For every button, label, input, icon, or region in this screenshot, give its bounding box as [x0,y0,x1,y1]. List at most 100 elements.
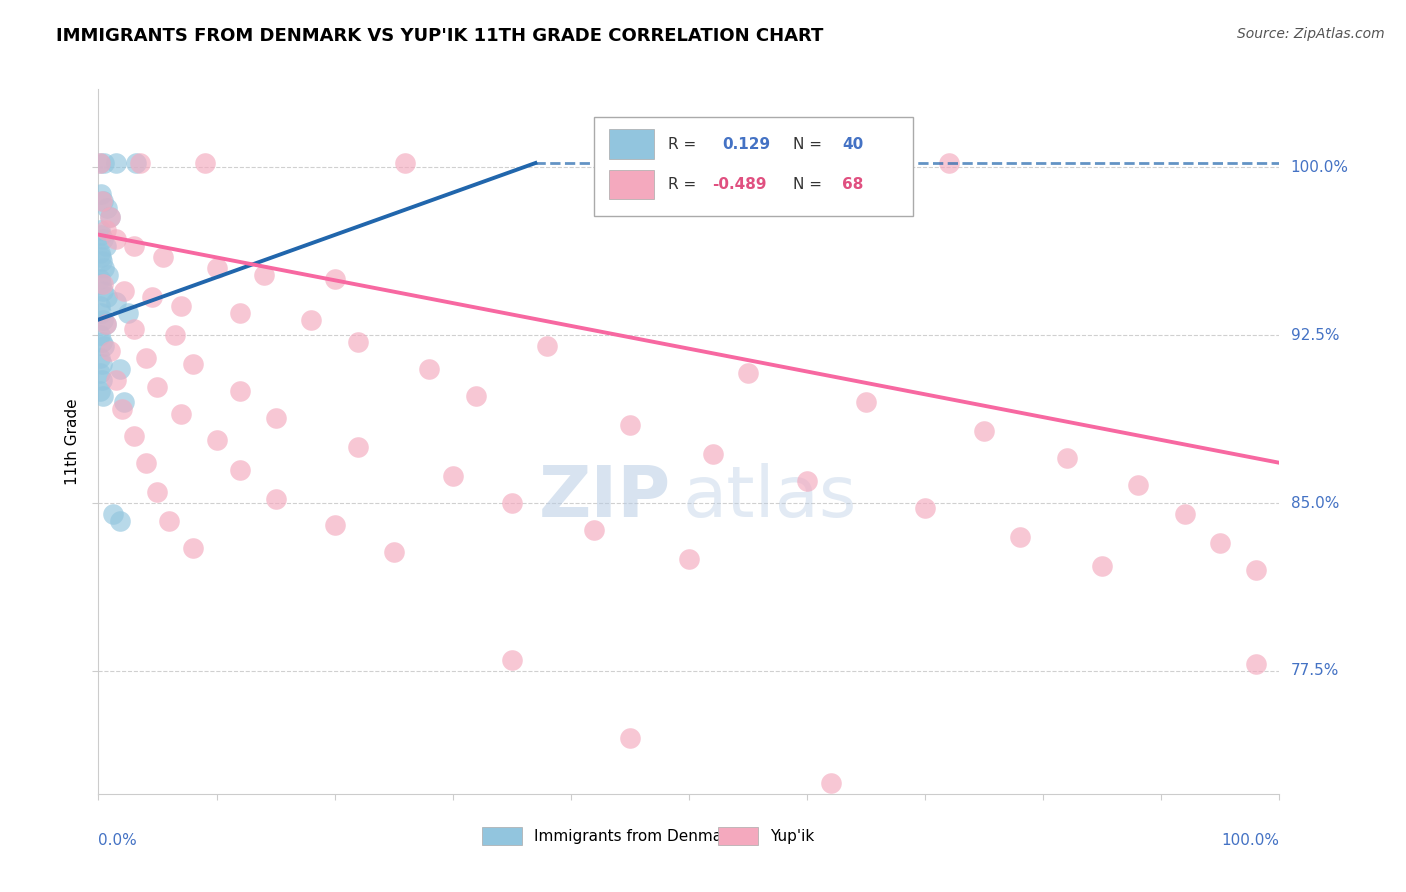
Point [914,500,936,515]
FancyBboxPatch shape [482,827,522,846]
Point [323,272,346,286]
Point [91,284,114,298]
FancyBboxPatch shape [718,827,758,846]
Point [501,653,523,667]
Text: 68: 68 [842,177,863,192]
Point [105,156,128,170]
Point [91,277,114,291]
Point [382,545,405,559]
Point [1008,530,1031,544]
Point [89,328,111,343]
Point [229,384,252,399]
Point [1244,563,1267,577]
Point [89,245,111,260]
Point [181,541,204,555]
Point [1126,478,1149,492]
Point [501,496,523,510]
Point [1244,657,1267,672]
Point [1209,536,1232,550]
Point [141,290,163,304]
Point [128,156,150,170]
Point [702,447,724,461]
Point [157,514,180,528]
Text: Immigrants from Denmark: Immigrants from Denmark [534,829,737,844]
Text: Yup'ik: Yup'ik [770,829,814,844]
Text: 100.0%: 100.0% [1291,160,1348,175]
Point [152,250,174,264]
Point [264,411,287,425]
Point [264,491,287,506]
Point [253,268,276,282]
Point [536,339,558,353]
Point [89,367,111,381]
Point [938,156,960,170]
Point [105,373,128,387]
Y-axis label: 11th Grade: 11th Grade [65,398,80,485]
Point [91,194,114,208]
Point [94,239,117,253]
Text: atlas: atlas [683,464,858,533]
Text: N =: N = [793,177,827,192]
Point [108,361,131,376]
Point [619,731,641,745]
Point [98,210,121,224]
Point [91,254,114,268]
FancyBboxPatch shape [609,129,654,159]
Point [146,380,169,394]
Point [96,201,118,215]
Point [737,367,759,381]
Point [94,317,117,331]
Text: R =: R = [668,177,700,192]
Point [101,508,124,522]
Point [93,156,115,170]
Text: ZIP: ZIP [538,464,671,533]
Text: N =: N = [793,136,827,152]
Point [205,434,228,448]
Point [146,484,169,499]
Point [465,389,488,403]
Text: 0.129: 0.129 [723,136,770,152]
Point [122,321,145,335]
Point [194,156,217,170]
FancyBboxPatch shape [609,169,654,199]
Point [98,343,121,358]
Point [97,268,120,282]
FancyBboxPatch shape [595,118,914,216]
Text: 40: 40 [842,136,863,152]
Point [441,469,464,483]
Point [394,156,416,170]
Point [820,775,842,789]
Point [105,294,128,309]
Text: 77.5%: 77.5% [1291,664,1339,678]
Text: R =: R = [668,136,706,152]
Point [89,156,111,170]
Point [1056,451,1078,466]
Point [89,351,111,365]
Point [91,334,114,349]
Point [89,384,111,399]
Point [135,351,157,365]
Point [205,261,228,276]
Point [973,425,995,439]
Point [96,290,118,304]
Point [91,232,114,246]
Point [89,272,111,286]
Point [91,357,114,371]
Point [90,250,112,264]
Point [229,306,252,320]
Point [229,462,252,476]
Point [108,514,131,528]
Point [94,317,117,331]
Point [105,232,128,246]
Point [678,552,700,566]
Point [90,187,112,202]
Point [90,227,112,242]
Point [90,277,112,291]
Point [93,261,115,276]
Point [1174,508,1197,522]
Point [122,239,145,253]
Point [98,210,121,224]
Point [347,440,370,454]
Point [91,194,114,208]
Point [170,407,193,421]
